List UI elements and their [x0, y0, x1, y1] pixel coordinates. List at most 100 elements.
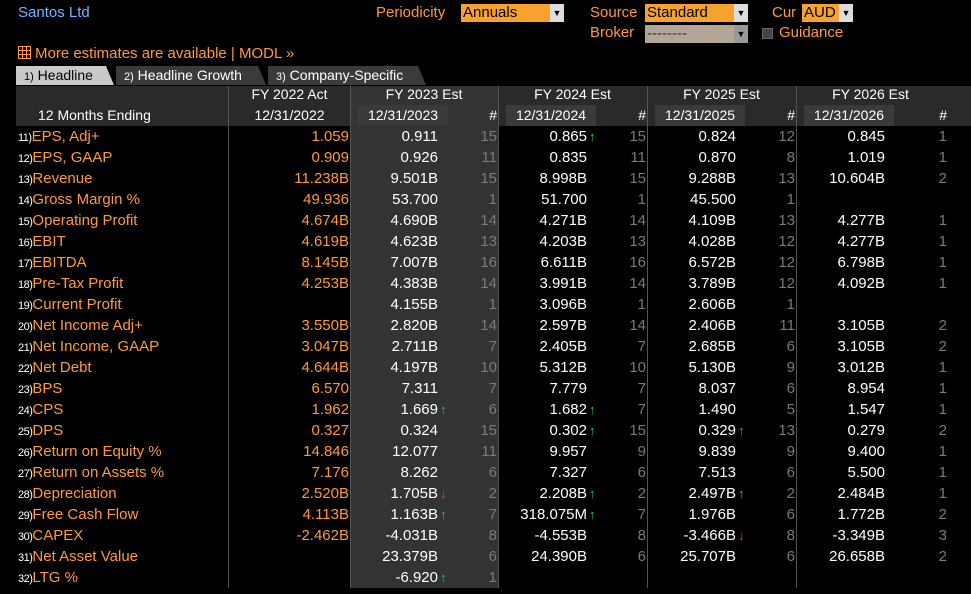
- estimate-value[interactable]: 24.390B: [531, 548, 587, 565]
- estimate-value[interactable]: 9.839: [698, 443, 736, 460]
- row-label[interactable]: 22)Net Debt: [18, 357, 92, 378]
- estimate-value[interactable]: 2.497B: [688, 485, 736, 502]
- currency-dropdown[interactable]: AUD ▼: [802, 4, 853, 22]
- estimate-value[interactable]: 2.820B: [390, 317, 438, 334]
- row-label[interactable]: 15)Operating Profit: [18, 210, 137, 231]
- estimate-value[interactable]: -3.349B: [832, 527, 885, 544]
- estimate-value[interactable]: 6.572B: [688, 254, 736, 271]
- estimate-value[interactable]: 9.288B: [688, 170, 736, 187]
- estimate-value[interactable]: 3.012B: [837, 359, 885, 376]
- estimate-value[interactable]: 25.707B: [680, 548, 736, 565]
- estimate-value[interactable]: 0.926: [400, 149, 438, 166]
- row-label[interactable]: 12)EPS, GAAP: [18, 147, 112, 168]
- estimate-value[interactable]: 2.208B: [539, 485, 587, 502]
- estimate-value[interactable]: 8.037: [698, 380, 736, 397]
- estimate-value[interactable]: 9.501B: [390, 170, 438, 187]
- actual-value[interactable]: 8.145B: [301, 254, 349, 271]
- row-label[interactable]: 16)EBIT: [18, 231, 66, 252]
- estimate-value[interactable]: -3.466B: [683, 527, 736, 544]
- actual-value[interactable]: 49.936: [303, 191, 349, 208]
- estimate-value[interactable]: 4.197B: [390, 359, 438, 376]
- estimate-value[interactable]: 4.109B: [688, 212, 736, 229]
- actual-value[interactable]: 1.962: [311, 401, 349, 418]
- row-label[interactable]: 25)DPS: [18, 420, 63, 441]
- estimate-value[interactable]: 3.789B: [688, 275, 736, 292]
- actual-value[interactable]: 4.253B: [301, 275, 349, 292]
- estimate-value[interactable]: 2.406B: [688, 317, 736, 334]
- row-label[interactable]: 29)Free Cash Flow: [18, 504, 138, 525]
- estimate-value[interactable]: 1.019: [847, 149, 885, 166]
- estimate-value[interactable]: 8.998B: [539, 170, 587, 187]
- tab-headline-growth[interactable]: 2) Headline Growth: [116, 66, 266, 85]
- estimate-value[interactable]: 10.604B: [829, 170, 885, 187]
- row-label[interactable]: 14)Gross Margin %: [18, 189, 140, 210]
- estimate-value[interactable]: 0.870: [698, 149, 736, 166]
- estimate-value[interactable]: 318.075M: [520, 506, 587, 523]
- estimate-value[interactable]: 7.513: [698, 464, 736, 481]
- actual-value[interactable]: 3.550B: [301, 317, 349, 334]
- estimate-value[interactable]: 3.991B: [539, 275, 587, 292]
- estimate-value[interactable]: 5.130B: [688, 359, 736, 376]
- tab-company-specific[interactable]: 3) Company-Specific: [268, 66, 426, 85]
- estimate-value[interactable]: 5.312B: [539, 359, 587, 376]
- periodicity-dropdown[interactable]: Annuals ▼: [461, 4, 564, 22]
- estimate-value[interactable]: 0.865: [549, 128, 587, 145]
- estimate-value[interactable]: 6.611B: [540, 254, 587, 271]
- estimate-value[interactable]: 2.685B: [688, 338, 736, 355]
- row-label[interactable]: 32)LTG %: [18, 567, 78, 588]
- actual-value[interactable]: 4.644B: [301, 359, 349, 376]
- tab-headline[interactable]: 1) Headline: [16, 66, 114, 85]
- estimate-value[interactable]: 5.500: [847, 464, 885, 481]
- estimate-value[interactable]: 1.976B: [688, 506, 736, 523]
- estimate-value[interactable]: 1.682: [549, 401, 587, 418]
- estimate-value[interactable]: 4.623B: [390, 233, 438, 250]
- actual-value[interactable]: 1.059: [311, 128, 349, 145]
- estimate-value[interactable]: 2.597B: [539, 317, 587, 334]
- row-label[interactable]: 21)Net Income, GAAP: [18, 336, 159, 357]
- estimate-value[interactable]: 9.400: [847, 443, 885, 460]
- estimate-value[interactable]: -4.031B: [385, 527, 438, 544]
- estimate-value[interactable]: 7.007B: [390, 254, 438, 271]
- actual-value[interactable]: 4.619B: [301, 233, 349, 250]
- row-label[interactable]: 24)CPS: [18, 399, 63, 420]
- estimate-value[interactable]: 2.405B: [539, 338, 587, 355]
- estimate-value[interactable]: 8.954: [847, 380, 885, 397]
- estimate-value[interactable]: 3.105B: [837, 317, 885, 334]
- estimate-value[interactable]: 0.911: [401, 128, 438, 145]
- row-label[interactable]: 31)Net Asset Value: [18, 546, 138, 567]
- estimate-value[interactable]: 7.327: [549, 464, 587, 481]
- estimate-value[interactable]: 6.798B: [837, 254, 885, 271]
- row-label[interactable]: 13)Revenue: [18, 168, 92, 189]
- estimate-value[interactable]: 53.700: [392, 191, 438, 208]
- estimate-value[interactable]: -4.553B: [534, 527, 587, 544]
- estimate-value[interactable]: -6.920: [395, 569, 438, 586]
- estimate-value[interactable]: 4.383B: [390, 275, 438, 292]
- estimate-value[interactable]: 4.271B: [539, 212, 587, 229]
- estimate-value[interactable]: 4.092B: [837, 275, 885, 292]
- estimate-value[interactable]: 4.028B: [688, 233, 736, 250]
- estimate-value[interactable]: 0.324: [400, 422, 438, 439]
- estimate-value[interactable]: 1.772B: [837, 506, 885, 523]
- estimate-value[interactable]: 2.484B: [837, 485, 885, 502]
- more-estimates-link[interactable]: More estimates are available | MODL »: [18, 45, 294, 62]
- actual-value[interactable]: 6.570: [311, 380, 349, 397]
- actual-value[interactable]: 14.846: [303, 443, 349, 460]
- row-label[interactable]: 23)BPS: [18, 378, 62, 399]
- actual-value[interactable]: 3.047B: [301, 338, 349, 355]
- estimate-value[interactable]: 7.311: [401, 380, 438, 397]
- estimate-value[interactable]: 1.547: [847, 401, 885, 418]
- estimate-value[interactable]: 23.379B: [382, 548, 438, 565]
- estimate-value[interactable]: 51.700: [541, 191, 587, 208]
- estimate-value[interactable]: 8.262: [400, 464, 438, 481]
- estimate-value[interactable]: 4.277B: [837, 212, 885, 229]
- estimate-value[interactable]: 2.711B: [391, 338, 438, 355]
- actual-value[interactable]: 4.674B: [301, 212, 349, 229]
- row-label[interactable]: 19)Current Profit: [18, 294, 122, 315]
- estimate-value[interactable]: 4.155B: [390, 296, 438, 313]
- actual-value[interactable]: -2.462B: [296, 527, 349, 544]
- actual-value[interactable]: 0.327: [311, 422, 349, 439]
- estimate-value[interactable]: 0.279: [847, 422, 885, 439]
- estimate-value[interactable]: 0.329: [698, 422, 736, 439]
- row-label[interactable]: 30)CAPEX: [18, 525, 83, 546]
- estimate-value[interactable]: 3.096B: [539, 296, 587, 313]
